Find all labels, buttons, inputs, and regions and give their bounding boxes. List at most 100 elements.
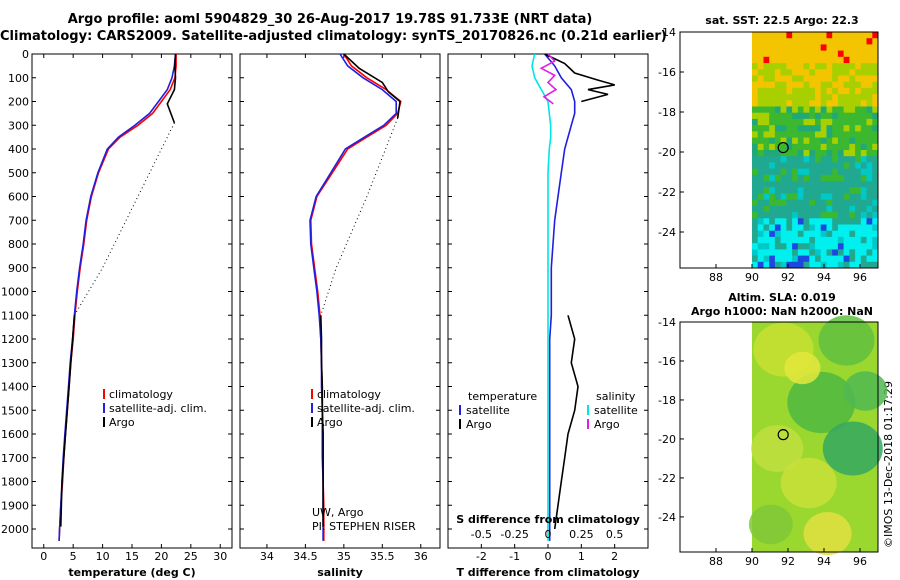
y-tick-label: 1200 [1, 333, 29, 346]
sst-cell [809, 212, 816, 219]
sst-cell [815, 218, 822, 225]
sst-cell [797, 187, 804, 194]
sst-cell [757, 181, 764, 188]
sst-cell [837, 100, 844, 107]
sst-cell [866, 106, 873, 114]
sst-cell [809, 224, 816, 232]
sst-cell [849, 81, 856, 89]
sst-cell [855, 174, 862, 182]
sst-cell [843, 236, 850, 244]
sst-cell [780, 94, 787, 101]
sst-cell [774, 125, 781, 132]
sst-cell [866, 181, 873, 188]
legend-label: satellite-adj. clim. [109, 402, 207, 415]
sst-cell [826, 199, 833, 207]
sst-cell [769, 162, 776, 169]
sst-cell [780, 193, 787, 201]
sst-cell [780, 75, 787, 83]
sst-cell [763, 224, 770, 232]
sst-cell [849, 199, 856, 207]
sst-cell [786, 255, 793, 263]
sst-cell [832, 125, 839, 132]
sst-cell [849, 50, 856, 58]
sst-cell [843, 69, 850, 76]
sst-cell [843, 94, 850, 101]
sst-cell [780, 150, 787, 157]
sst-cell [757, 150, 764, 157]
sst-cell [797, 106, 804, 114]
sst-cell [797, 38, 804, 45]
sst-cell [763, 243, 770, 250]
sst-cell [809, 112, 816, 120]
sst-cell [792, 249, 799, 256]
sla-blob [784, 351, 821, 385]
map-y-tick-label: -18 [658, 106, 676, 119]
sst-cell [757, 50, 764, 58]
sst-cell [866, 174, 873, 182]
y-tick-label: 1100 [1, 309, 29, 322]
sla-blob [803, 511, 852, 556]
sst-cell [826, 193, 833, 201]
sst-cell [763, 249, 770, 256]
sst-cell [860, 255, 867, 263]
sst-cell [837, 131, 844, 138]
sst-cell [849, 168, 856, 176]
sst-cell [792, 125, 799, 132]
sst-cell [774, 174, 781, 182]
map-y-tick-label: -18 [658, 394, 676, 407]
sst-cell [780, 137, 787, 145]
sst-cell [769, 261, 776, 269]
sst-map-title: sat. SST: 22.5 Argo: 22.3 [705, 14, 859, 27]
sst-cell [763, 87, 770, 95]
sst-cell [837, 162, 844, 169]
sst-cell [860, 212, 867, 219]
sst-cell [774, 44, 781, 51]
sst-cell [860, 162, 867, 169]
sst-cell [752, 38, 759, 45]
sst-cell [803, 131, 810, 138]
sst-cell [763, 230, 770, 238]
sst-cell [809, 156, 816, 163]
sst-cell [797, 131, 804, 138]
sst-cell [780, 118, 787, 126]
sst-cell [872, 218, 879, 225]
sst-cell [774, 156, 781, 163]
sst-cell [837, 118, 844, 126]
map-x-tick-label: 94 [817, 555, 831, 568]
sst-cell [815, 193, 822, 201]
sst-cell [780, 181, 787, 188]
map-frame [679, 31, 879, 269]
sst-cell [815, 224, 822, 232]
sst-cell [849, 181, 856, 188]
sst-cell [757, 230, 764, 238]
sst-cell [786, 162, 793, 169]
sst-cell [803, 212, 810, 219]
sst-cell [815, 100, 822, 107]
series-line-satellite-adj-clim- [58, 53, 177, 541]
sst-cell [832, 44, 839, 51]
sst-cell [809, 81, 816, 89]
sst-cell [866, 131, 873, 138]
sst-cell [832, 174, 839, 182]
series-line-t-satellite [544, 53, 576, 541]
argo-position-marker [777, 429, 789, 441]
sst-cell [797, 224, 804, 232]
sst-cell [820, 69, 827, 76]
sst-cell [820, 230, 827, 238]
sst-cell [843, 143, 850, 151]
sst-cell [769, 100, 776, 107]
map-y-tick-label: -22 [658, 186, 676, 199]
sst-cell [860, 261, 867, 269]
sst-cell [797, 261, 804, 269]
sst-cell [757, 168, 764, 176]
map-frame [679, 321, 879, 553]
sst-cell [757, 243, 764, 250]
sst-cell [763, 94, 770, 101]
sst-cell [820, 168, 827, 176]
map-x-tick-label: 96 [853, 555, 867, 568]
sst-cell [780, 212, 787, 219]
series-line-argo [343, 53, 401, 119]
sst-cell [843, 230, 850, 238]
sst-cell [792, 118, 799, 126]
sst-cell [826, 181, 833, 188]
